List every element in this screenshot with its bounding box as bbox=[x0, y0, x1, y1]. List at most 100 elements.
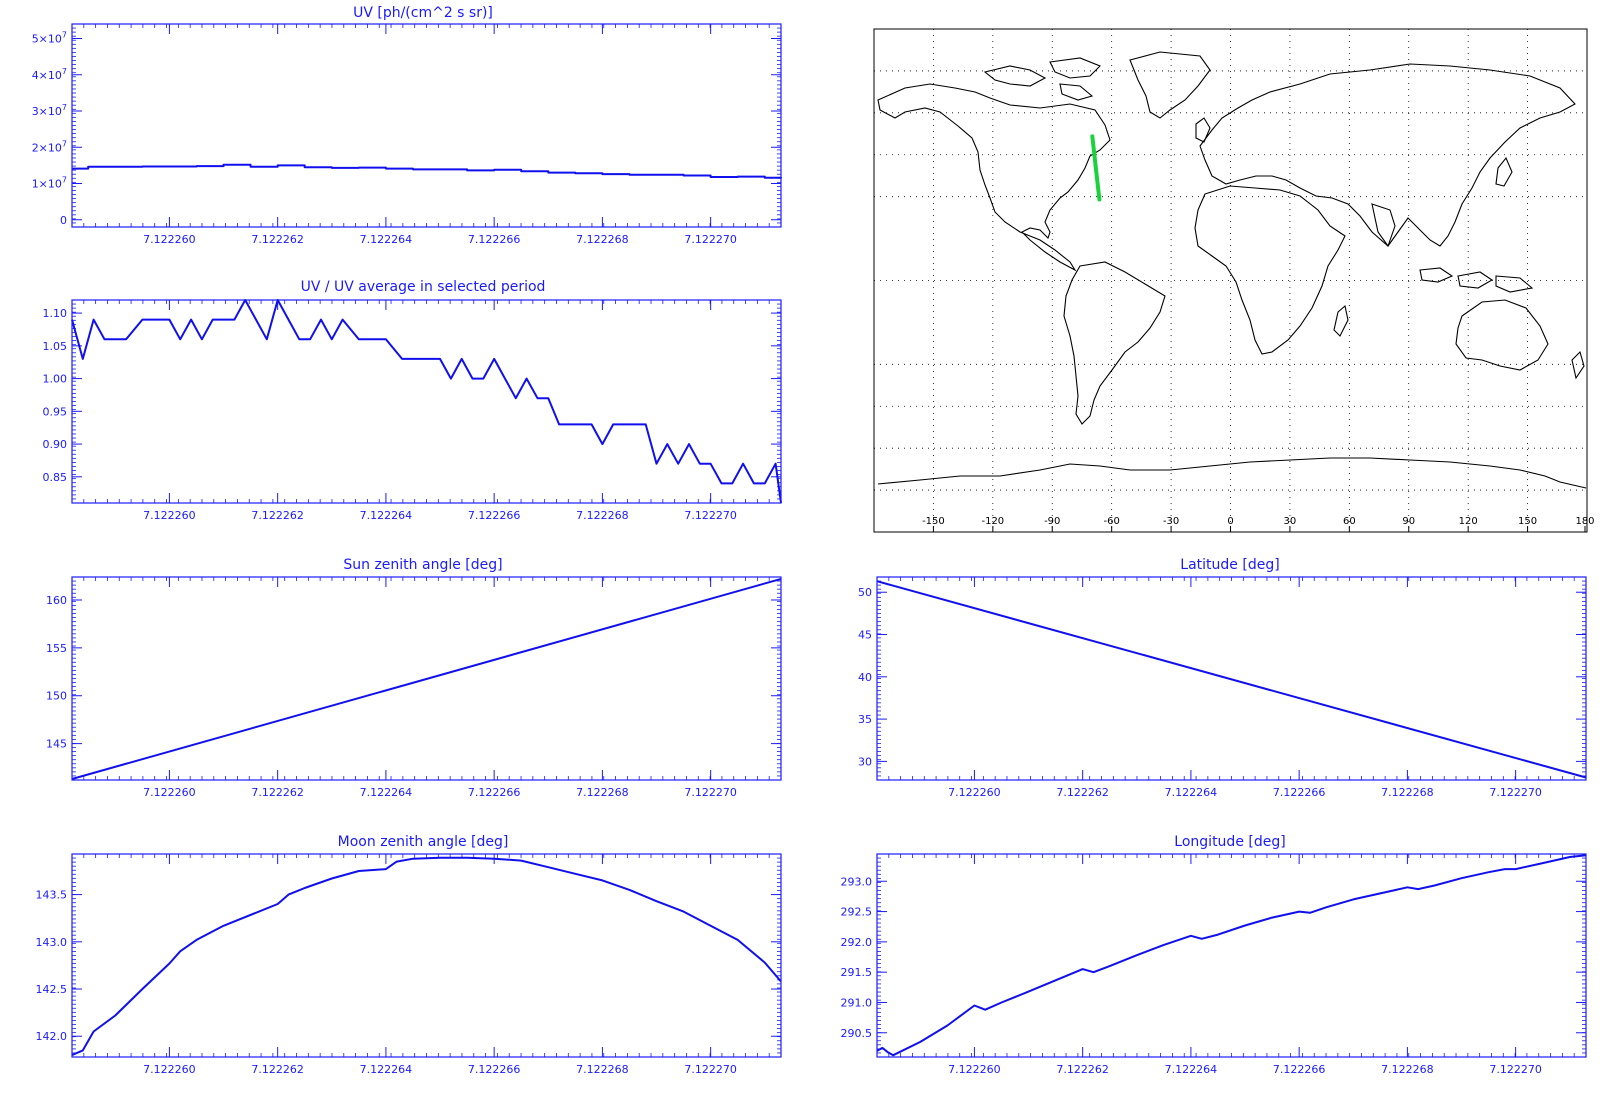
y-tick-label: 3×107 bbox=[32, 103, 67, 118]
y-tick-label: 292.0 bbox=[841, 936, 873, 949]
x-tick-label: 7.122270 bbox=[684, 233, 737, 246]
x-tick-label: 7.122262 bbox=[1056, 786, 1109, 799]
y-ticks-sun-zenith: 145 150 155 160 bbox=[46, 580, 781, 777]
y-tick-label: 293.0 bbox=[841, 875, 873, 888]
x-ticks-longitude: 7.122260 7.122262 7.122264 7.122266 7.122268… bbox=[888, 854, 1575, 1076]
plot-frame-uv bbox=[71, 23, 782, 228]
island-madagascar bbox=[1333, 304, 1349, 337]
chart-title-longitude: Longitude [deg] bbox=[1174, 834, 1285, 850]
y-tick-base: 4×10 bbox=[32, 69, 62, 82]
y-tick-exponent: 7 bbox=[62, 176, 67, 185]
y-tick-label: 4×107 bbox=[32, 67, 67, 82]
series-sun-zenith bbox=[71, 577, 782, 780]
y-tick-label: 160 bbox=[46, 594, 67, 607]
x-tick-label: 7.122262 bbox=[251, 233, 304, 246]
x-tick-label: 7.122268 bbox=[576, 1063, 629, 1076]
y-tick-label: 0.90 bbox=[43, 438, 68, 451]
series-moon-zenith bbox=[71, 856, 782, 1057]
chart-title-latitude: Latitude [deg] bbox=[1180, 557, 1279, 573]
chart-title-uv: UV [ph/(cm^2 s sr)] bbox=[353, 5, 493, 21]
continent-antarctica bbox=[877, 457, 1587, 489]
chart-sun-zenith: Sun zenith angle [deg] 145 150 155 160 7.12… bbox=[46, 557, 782, 799]
plot-frame-sun-zenith bbox=[71, 576, 782, 781]
x-tick-label: 7.122260 bbox=[143, 1063, 196, 1076]
map-lon-label: 90 bbox=[1402, 516, 1415, 527]
x-tick-label: 7.122266 bbox=[1273, 786, 1326, 799]
x-tick-label: 7.122262 bbox=[251, 786, 304, 799]
y-tick-base: 1×10 bbox=[32, 178, 62, 191]
y-ticks-longitude: 290.5 291.0 291.5 292.0 292.5 293.0 bbox=[841, 857, 1586, 1054]
map-lon-label: 180 bbox=[1575, 516, 1594, 527]
y-ticks-uv-ratio: 0.85 0.90 0.95 1.00 1.05 1.10 bbox=[43, 303, 781, 500]
satellite-track bbox=[1090, 134, 1102, 202]
island-japan bbox=[1495, 156, 1513, 187]
y-tick-label: 143.5 bbox=[36, 889, 68, 902]
series-line-longitude bbox=[876, 854, 1587, 1057]
y-tick-label: 5×107 bbox=[32, 31, 67, 46]
island-britain bbox=[1195, 117, 1211, 143]
continent-australia bbox=[1455, 299, 1549, 371]
map-lon-label: -90 bbox=[1044, 516, 1060, 527]
y-tick-label: 145 bbox=[46, 738, 67, 751]
y-tick-exponent: 7 bbox=[62, 139, 67, 148]
x-tick-label: 7.122260 bbox=[143, 786, 196, 799]
x-tick-label: 7.122268 bbox=[1381, 786, 1434, 799]
plot-frame-longitude bbox=[876, 853, 1587, 1058]
x-tick-label: 7.122264 bbox=[360, 233, 413, 246]
y-tick-label: 142.5 bbox=[36, 983, 68, 996]
continent-eurasia bbox=[1199, 63, 1576, 247]
y-tick-label: 0 bbox=[60, 214, 67, 227]
y-tick-base: 0 bbox=[60, 214, 67, 227]
x-ticks-moon-zenith: 7.122260 7.122262 7.122264 7.122266 7.122268… bbox=[83, 854, 770, 1076]
x-tick-label: 7.122264 bbox=[360, 786, 413, 799]
series-longitude bbox=[876, 854, 1587, 1057]
y-tick-label: 290.5 bbox=[841, 1027, 873, 1040]
series-line-latitude bbox=[876, 580, 1587, 779]
y-tick-label: 291.0 bbox=[841, 996, 873, 1009]
y-tick-label: 1.05 bbox=[43, 340, 68, 353]
series-line-sun-zenith bbox=[71, 577, 782, 780]
chart-longitude: Longitude [deg] 290.5 291.0 291.5 292.0 292.… bbox=[841, 834, 1587, 1076]
map-lon-label: 150 bbox=[1518, 516, 1537, 527]
map-lon-label: -60 bbox=[1103, 516, 1119, 527]
y-tick-label: 0.85 bbox=[43, 471, 68, 484]
y-ticks-moon-zenith: 142.0 142.5 143.0 143.5 bbox=[36, 857, 781, 1054]
x-tick-label: 7.122266 bbox=[468, 233, 521, 246]
x-tick-label: 7.122260 bbox=[143, 509, 196, 522]
map-lon-label: 60 bbox=[1343, 516, 1356, 527]
continent-south-america bbox=[1063, 261, 1166, 425]
x-tick-label: 7.122264 bbox=[360, 1063, 413, 1076]
x-tick-label: 7.122264 bbox=[360, 509, 413, 522]
chart-uv-ratio: UV / UV average in selected period 0.850… bbox=[43, 279, 782, 522]
x-tick-label: 7.122264 bbox=[1165, 786, 1218, 799]
y-tick-label: 1×107 bbox=[32, 176, 67, 191]
y-tick-label: 2×107 bbox=[32, 139, 67, 154]
y-tick-label: 30 bbox=[858, 755, 872, 768]
x-tick-label: 7.122270 bbox=[684, 786, 737, 799]
series-line-moon-zenith bbox=[71, 856, 782, 1057]
chart-title-sun-zenith: Sun zenith angle [deg] bbox=[343, 557, 502, 573]
y-tick-label: 1.00 bbox=[43, 373, 68, 386]
y-tick-base: 5×10 bbox=[32, 33, 62, 46]
map-lon-label: 0 bbox=[1227, 516, 1233, 527]
island-greenland bbox=[1129, 51, 1211, 119]
y-tick-label: 291.5 bbox=[841, 966, 873, 979]
series-uv-ratio bbox=[71, 299, 782, 504]
y-tick-exponent: 7 bbox=[62, 31, 67, 40]
map-graticule bbox=[874, 29, 1587, 532]
x-tick-label: 7.122266 bbox=[468, 1063, 521, 1076]
y-tick-base: 2×10 bbox=[32, 141, 62, 154]
y-ticks-latitude: 30 35 40 45 50 bbox=[858, 580, 1586, 777]
continent-africa bbox=[1194, 185, 1346, 355]
x-tick-label: 7.122262 bbox=[251, 1063, 304, 1076]
chart-title-moon-zenith: Moon zenith angle [deg] bbox=[338, 834, 509, 850]
map-lon-label: -150 bbox=[922, 516, 945, 527]
y-tick-label: 1.10 bbox=[43, 307, 68, 320]
x-tick-label: 7.122270 bbox=[1489, 1063, 1542, 1076]
x-tick-label: 7.122270 bbox=[684, 509, 737, 522]
x-tick-label: 7.122260 bbox=[948, 786, 1001, 799]
x-tick-label: 7.122260 bbox=[143, 233, 196, 246]
x-tick-label: 7.122266 bbox=[1273, 1063, 1326, 1076]
